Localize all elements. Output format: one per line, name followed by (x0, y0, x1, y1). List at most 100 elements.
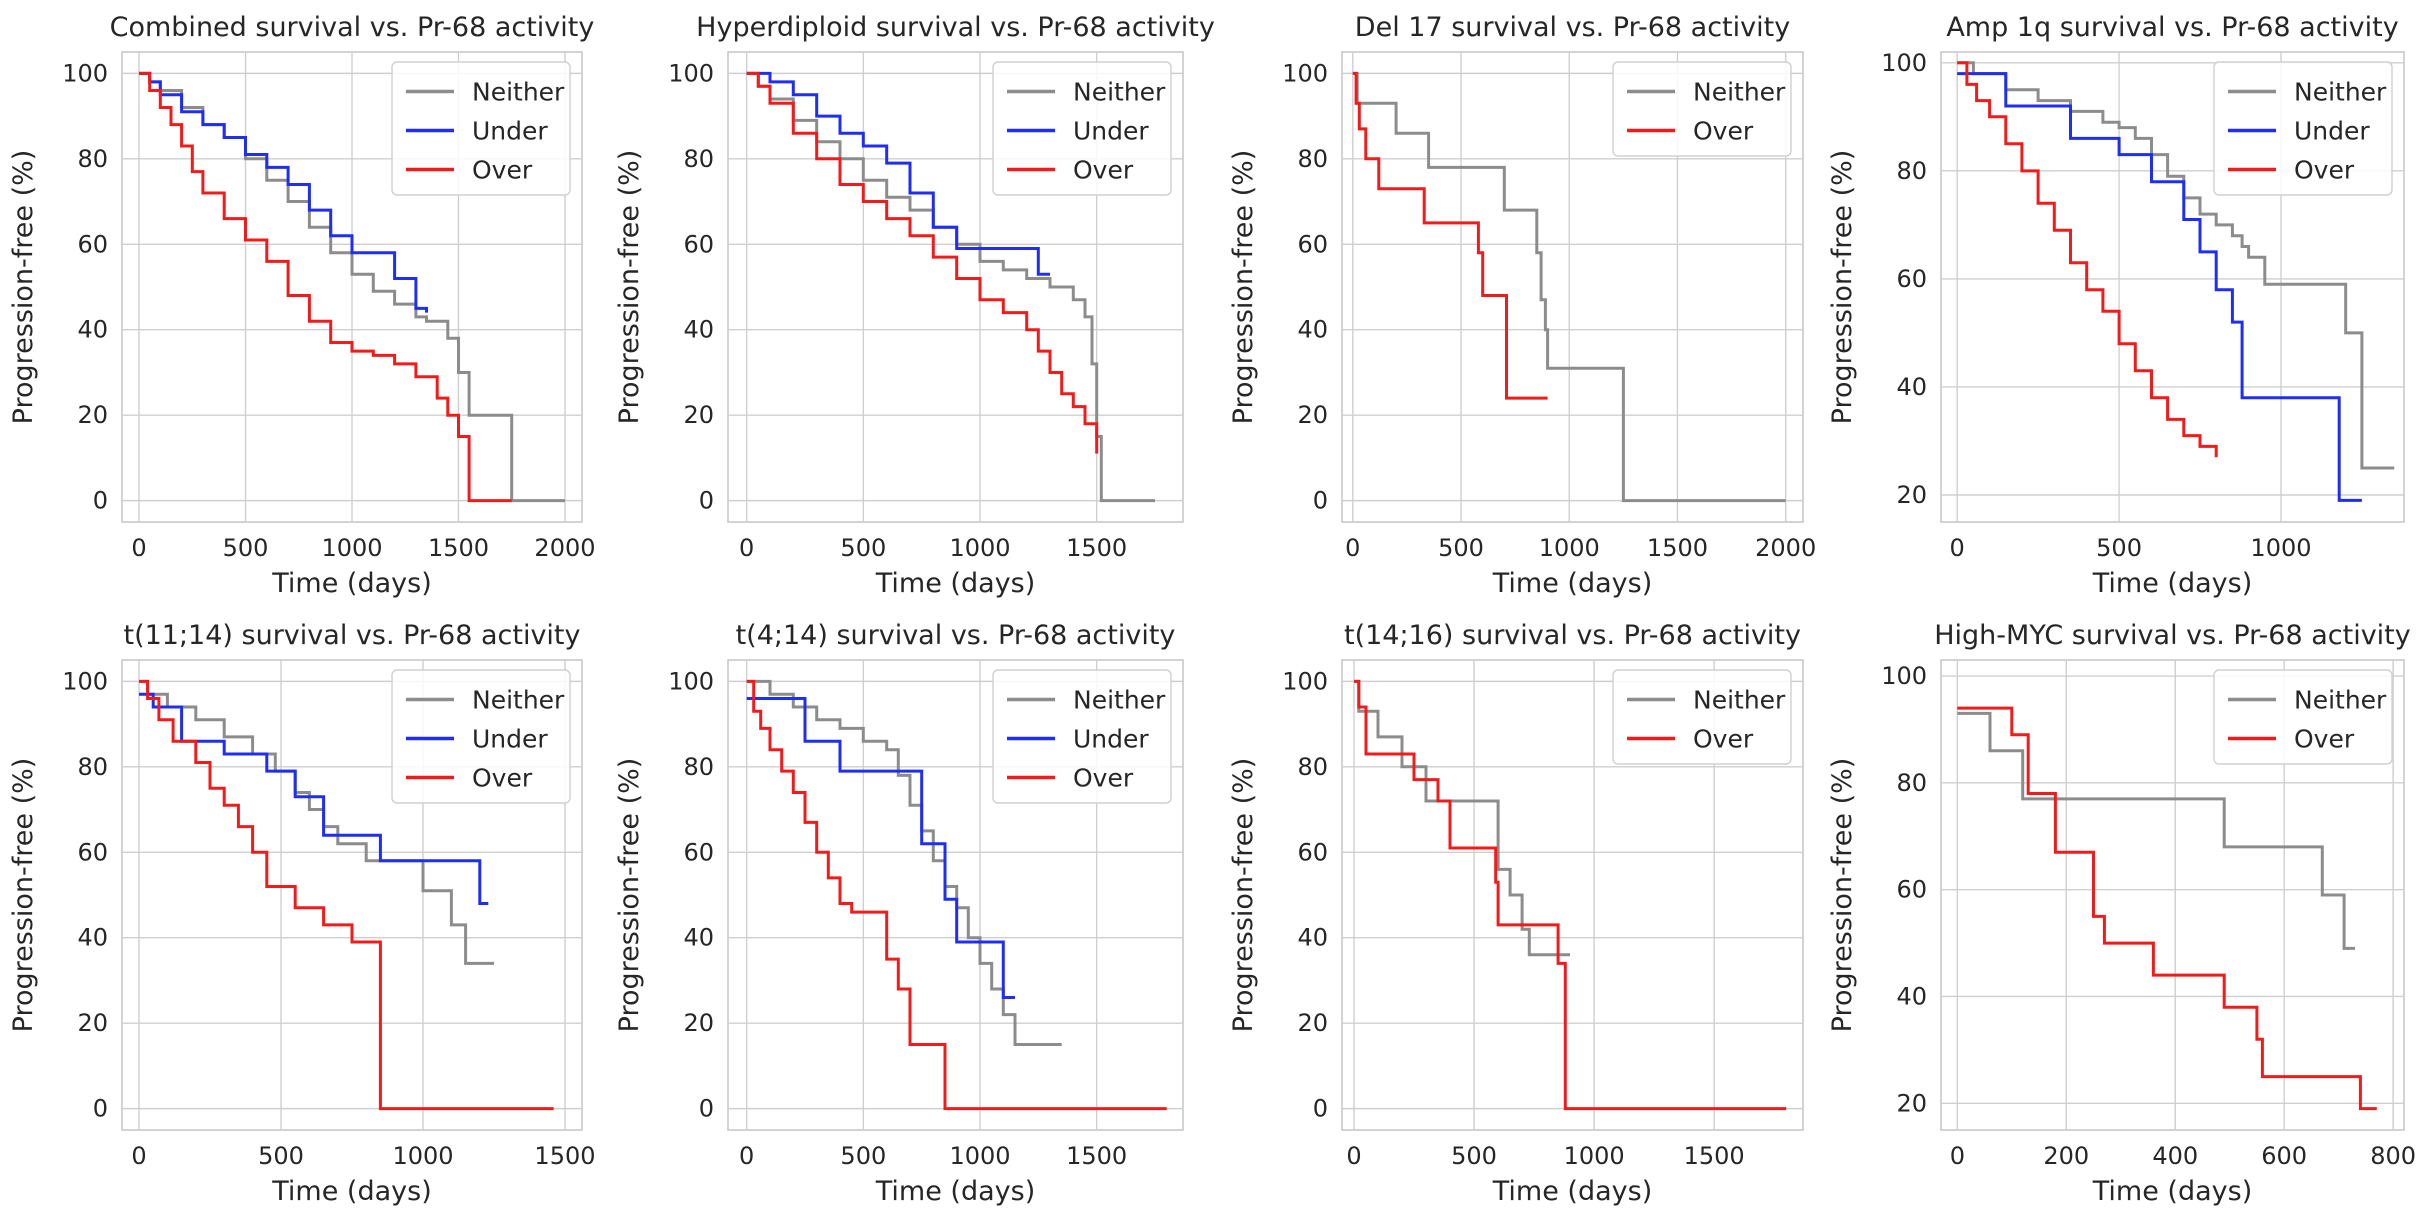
legend: Neither Over (2213, 669, 2393, 765)
x-tick-label: 0 (1950, 1142, 1965, 1170)
legend-label-over: Over (1693, 117, 1754, 146)
x-tick-label: 500 (258, 1142, 304, 1170)
series-line-over (1957, 61, 2218, 458)
x-tick-label: 1000 (392, 1142, 453, 1170)
chart-5: 0 500 1000 1500 0 20 40 60 80 100 t(11;14) surviva… (8, 620, 596, 1207)
y-tick-label: 40 (1297, 316, 1328, 344)
x-tick-label: 0 (1950, 534, 1965, 562)
y-tick-label: 0 (1313, 487, 1328, 515)
y-tick-label: 0 (699, 1095, 714, 1123)
legend-label-neither: Neither (1693, 78, 1786, 107)
legend-box (1612, 61, 1792, 157)
y-axis-label: Progression-free (%) (8, 758, 39, 1033)
legend-label-over: Over (472, 764, 533, 793)
series-line-under (746, 697, 1015, 999)
series-line-under (1957, 72, 2362, 502)
y-tick-label: 100 (1282, 667, 1328, 695)
series-line-over (139, 679, 554, 1111)
x-tick-label: 0 (739, 534, 754, 562)
series-line-over (139, 71, 512, 503)
chart-title: Del 17 survival vs. Pr-68 activity (1355, 12, 1790, 43)
series-line-over (1354, 679, 1787, 1111)
x-tick-label: 500 (1451, 1142, 1497, 1170)
y-tick-label: 60 (77, 838, 108, 866)
series-line-neither (1957, 711, 2355, 950)
y-tick-label: 20 (77, 1009, 108, 1037)
chart-7: 0 500 1000 1500 0 20 40 60 80 100 t(14;16) surviva… (1228, 620, 1804, 1207)
x-tick-label: 1500 (1066, 534, 1127, 562)
y-tick-label: 20 (1896, 481, 1927, 509)
series-line-under (746, 71, 1050, 276)
y-tick-label: 80 (77, 145, 108, 173)
y-tick-label: 100 (668, 667, 714, 695)
y-tick-label: 60 (1896, 265, 1927, 293)
legend-label-neither: Neither (472, 78, 565, 107)
x-tick-label: 1000 (949, 1142, 1010, 1170)
y-tick-label: 60 (683, 838, 714, 866)
y-tick-label: 40 (683, 316, 714, 344)
x-tick-label: 1500 (1066, 1142, 1127, 1170)
x-tick-label: 0 (131, 1142, 146, 1170)
legend: Neither Under Over (2213, 61, 2393, 196)
legend-label-neither: Neither (1073, 686, 1166, 715)
y-tick-label: 100 (62, 667, 108, 695)
x-axis-label: Time (days) (1492, 568, 1652, 599)
legend-label-under: Under (2294, 117, 2370, 146)
legend-label-under: Under (1073, 117, 1149, 146)
x-tick-label: 600 (2261, 1142, 2307, 1170)
y-tick-label: 20 (1297, 1009, 1328, 1037)
y-tick-label: 80 (77, 753, 108, 781)
x-axis-label: Time (days) (2092, 568, 2252, 599)
y-tick-label: 100 (1881, 49, 1927, 77)
y-tick-label: 80 (1896, 157, 1927, 185)
chart-title: Amp 1q survival vs. Pr-68 activity (1946, 12, 2398, 43)
x-tick-label: 1500 (1647, 534, 1708, 562)
series-line-over (1352, 71, 1548, 400)
y-tick-label: 60 (1896, 876, 1927, 904)
x-tick-label: 1000 (321, 534, 382, 562)
y-tick-label: 60 (77, 230, 108, 258)
y-tick-label: 20 (1896, 1089, 1927, 1117)
series-line-under (139, 71, 428, 313)
series-line-neither (139, 71, 565, 503)
legend-box (2213, 61, 2393, 196)
y-tick-label: 80 (1297, 753, 1328, 781)
legend-label-over: Over (2294, 725, 2355, 754)
legend-label-neither: Neither (1073, 78, 1166, 107)
x-tick-label: 500 (2096, 534, 2142, 562)
x-tick-label: 1000 (1539, 534, 1600, 562)
legend-label-over: Over (472, 156, 533, 185)
x-tick-label: 400 (2152, 1142, 2198, 1170)
y-tick-label: 80 (1297, 145, 1328, 173)
legend-label-over: Over (1073, 764, 1134, 793)
legend-label-over: Over (1073, 156, 1134, 185)
y-tick-label: 60 (1297, 838, 1328, 866)
chart-2: 0 500 1000 1500 0 20 40 60 80 100 Hyperdiploid sur… (614, 12, 1215, 599)
legend-label-over: Over (2294, 156, 2355, 185)
y-tick-label: 0 (93, 1095, 108, 1123)
chart-title: t(11;14) survival vs. Pr-68 activity (123, 620, 580, 651)
x-tick-label: 0 (131, 534, 146, 562)
legend-box (992, 669, 1172, 804)
y-axis-label: Progression-free (%) (1827, 758, 1858, 1033)
chart-6: 0 500 1000 1500 0 20 40 60 80 100 t(4;14) survival… (614, 620, 1184, 1207)
series-line-neither (139, 679, 494, 965)
x-tick-label: 1000 (2250, 534, 2311, 562)
y-tick-label: 100 (1881, 662, 1927, 690)
x-tick-label: 1500 (534, 1142, 595, 1170)
x-axis-label: Time (days) (271, 568, 431, 599)
y-tick-label: 60 (683, 230, 714, 258)
chart-title: t(4;14) survival vs. Pr-68 activity (736, 620, 1176, 651)
y-tick-label: 0 (699, 487, 714, 515)
x-axis-label: Time (days) (2092, 1176, 2252, 1207)
series-line-over (746, 679, 1167, 1111)
x-tick-label: 0 (1345, 534, 1360, 562)
y-tick-label: 40 (1297, 924, 1328, 952)
x-tick-label: 200 (2043, 1142, 2089, 1170)
x-tick-label: 1000 (1564, 1142, 1625, 1170)
series-line-under (139, 692, 489, 905)
y-tick-label: 80 (683, 753, 714, 781)
y-tick-label: 100 (62, 59, 108, 87)
